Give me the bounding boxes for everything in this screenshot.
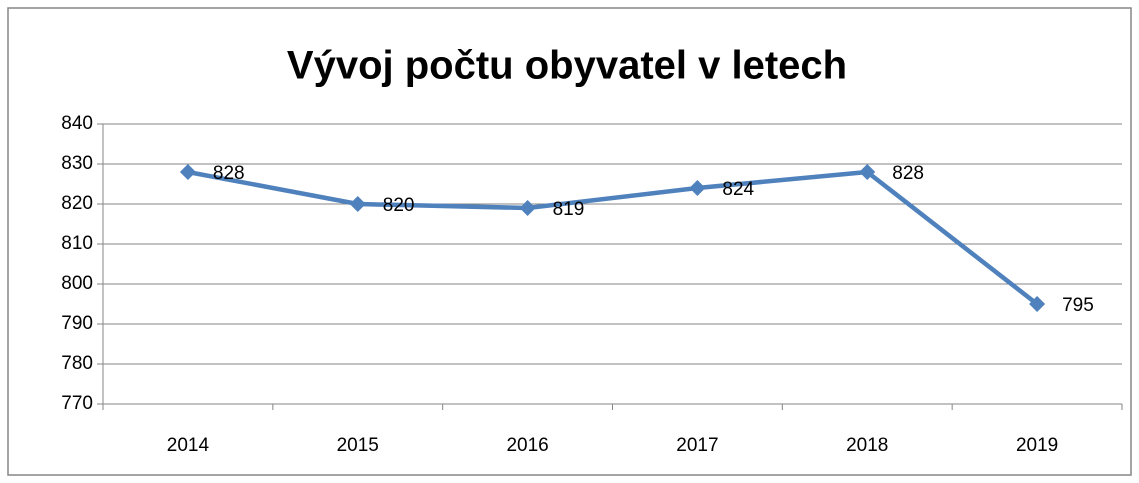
data-label: 828: [892, 163, 924, 184]
marker: [1029, 296, 1046, 312]
data-label: 819: [553, 199, 585, 220]
x-tick-label: 2014: [167, 435, 210, 456]
y-tick-label: 810: [61, 233, 93, 254]
x-tick-label: 2019: [1016, 435, 1058, 456]
y-tick-label: 770: [61, 393, 93, 414]
line: [187, 169, 1039, 306]
x-tick-label: 2015: [337, 435, 379, 456]
y-tick-label: 800: [61, 273, 93, 294]
marker: [859, 164, 876, 180]
chart-border: [7, 7, 1132, 476]
x-tick-label: 2017: [676, 435, 718, 456]
x-tick-label: 2016: [506, 435, 548, 456]
data-label: 828: [213, 163, 245, 184]
chart-title: Vývoj počtu obyvatel v letech: [287, 44, 847, 88]
y-tick-label: 830: [61, 153, 93, 174]
marker: [179, 164, 196, 180]
y-tick-label: 780: [61, 353, 93, 374]
marker: [689, 180, 706, 196]
data-label: 824: [722, 179, 754, 200]
y-tick-label: 840: [61, 113, 93, 134]
data-label: 795: [1062, 295, 1094, 316]
data-label: 820: [383, 195, 415, 216]
y-tick-label: 820: [61, 193, 93, 214]
marker: [519, 200, 536, 216]
marker: [349, 196, 366, 212]
y-tick-label: 790: [61, 313, 93, 334]
x-tick-label: 2018: [846, 435, 888, 456]
